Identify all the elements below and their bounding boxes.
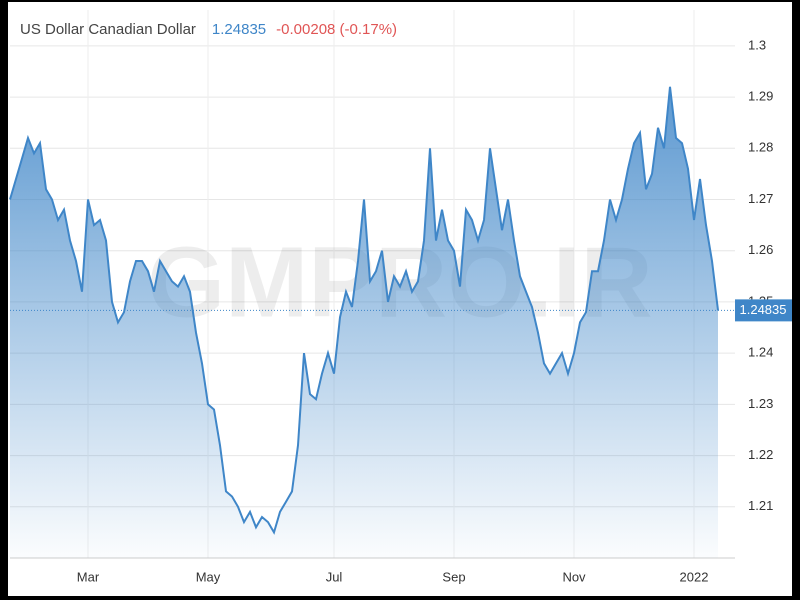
x-tick-label: 2022 xyxy=(680,569,709,584)
last-value: 1.24835 xyxy=(212,21,266,38)
y-tick-label: 1.29 xyxy=(748,89,773,104)
last-value-badge xyxy=(735,299,792,322)
change: -0.00208 (-0.17%) xyxy=(276,21,397,38)
last-value-label: 1.24835 xyxy=(740,302,787,317)
x-tick-label: Sep xyxy=(442,569,465,584)
y-tick-label: 1.22 xyxy=(748,447,773,462)
y-tick-label: 1.3 xyxy=(748,37,766,52)
x-tick-label: Jul xyxy=(326,569,343,584)
y-tick-label: 1.28 xyxy=(748,140,773,155)
chart-title: US Dollar Canadian Dollar xyxy=(20,21,196,38)
area xyxy=(10,86,718,559)
y-tick-label: 1.21 xyxy=(748,498,773,513)
x-tick-label: Mar xyxy=(77,569,100,584)
y-tick-label: 1.27 xyxy=(748,191,773,206)
y-tick-label: 1.23 xyxy=(748,396,773,411)
x-tick-label: Nov xyxy=(562,569,586,584)
line xyxy=(9,86,719,535)
y-tick-label: 1.26 xyxy=(748,242,773,257)
x-tick-label: May xyxy=(196,569,221,584)
y-tick-label: 1.24 xyxy=(748,345,773,360)
